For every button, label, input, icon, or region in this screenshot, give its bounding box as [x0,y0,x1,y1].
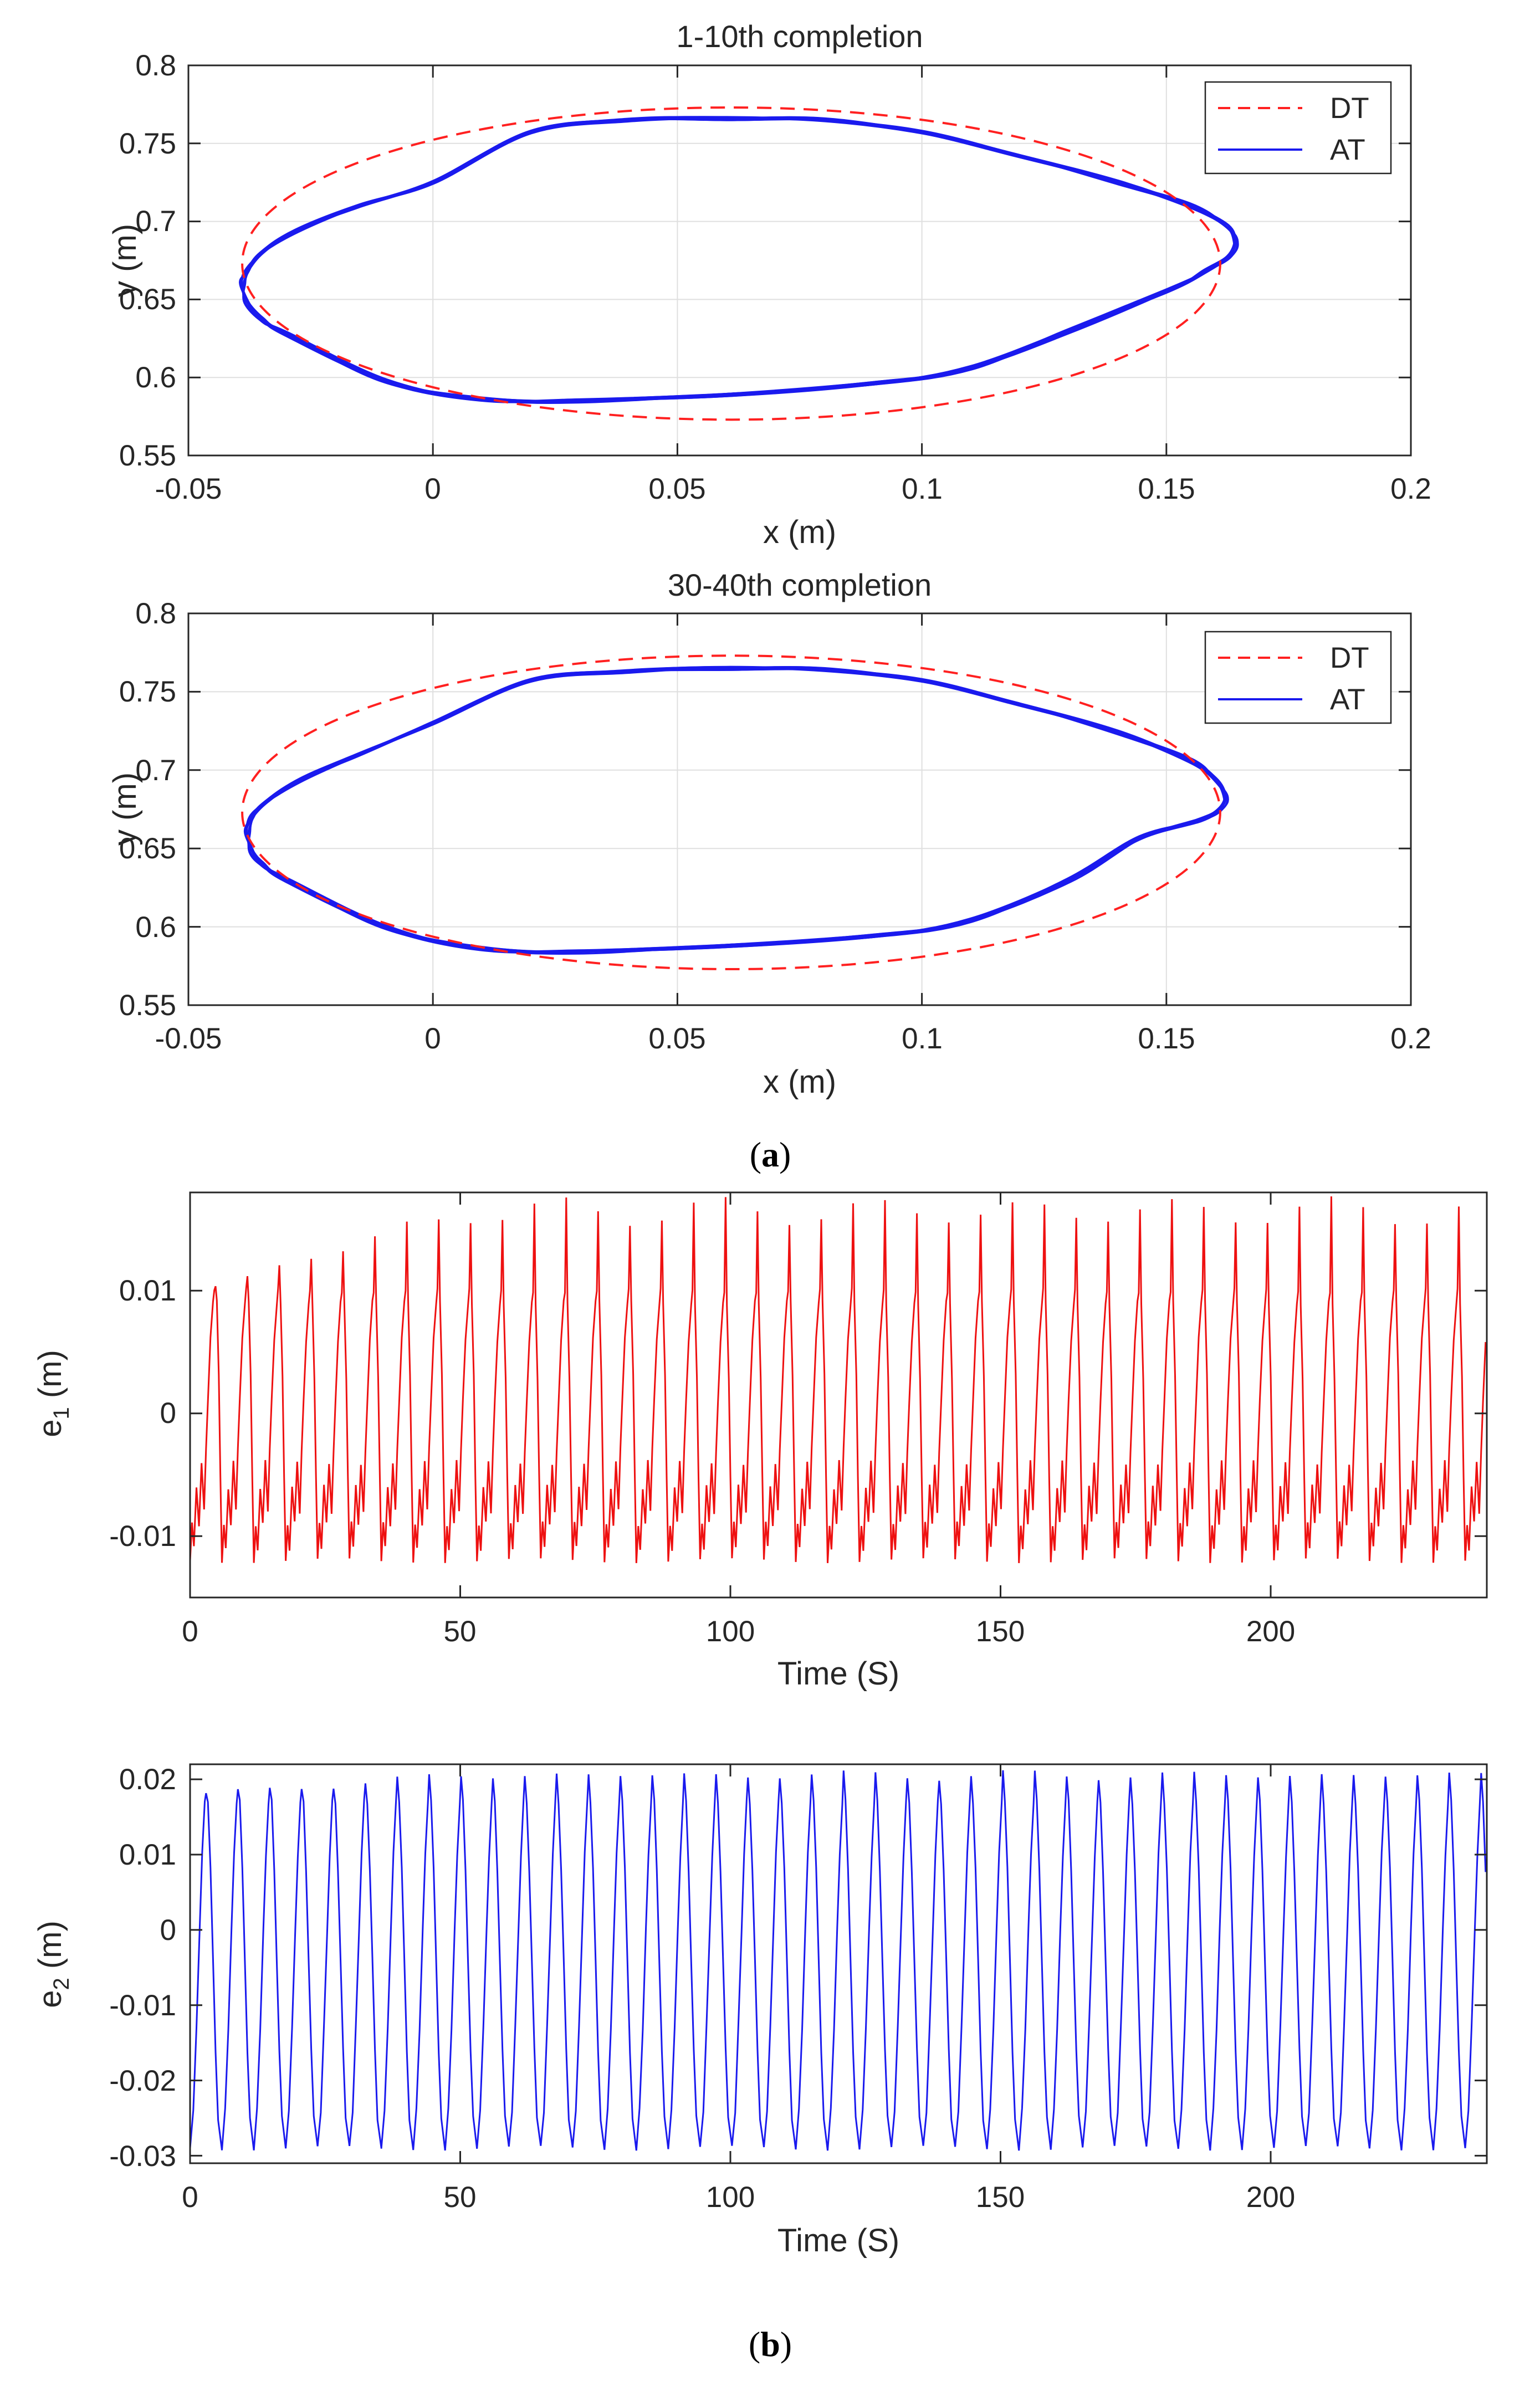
y-axis-label: e1 (m) [32,1350,74,1437]
xtick-label: 0.1 [902,1022,943,1055]
xtick-label: 0.15 [1138,1022,1195,1055]
y-axis-label-subscript: 2 [49,1978,74,1990]
xtick-label: 0.1 [902,473,943,505]
xtick-label: 0.05 [648,473,705,505]
chart-traj2: 30-40th completion -0.05 0 0.05 0.1 0.15… [107,567,1431,1100]
y-axis-label: y (m) [107,224,143,297]
legend-at-label: AT [1330,134,1365,166]
chart-e2: 0 50 100 150 200 -0.03 -0.02 -0.01 0 0.0… [32,1763,1488,2259]
xtick-label: 150 [976,2181,1025,2214]
y-axis-label-unit: (m) [32,1921,68,1978]
xtick-label: 0.05 [648,1022,705,1055]
x-axis-label: Time (S) [777,2223,899,2259]
xtick-label: 0 [182,1615,198,1648]
x-axis-label: Time (S) [777,1656,899,1692]
xtick-label: 100 [706,1615,755,1648]
xtick-label: -0.05 [155,1022,222,1055]
chart-e1: 0 50 100 150 200 -0.01 0 0.01 Time (S) e… [32,1191,1488,1692]
ytick-label: -0.01 [109,1989,176,2022]
xtick-label: 0.2 [1390,473,1431,505]
tick-marks [187,64,1412,457]
legend-at-label: AT [1330,683,1365,716]
ytick-label: -0.03 [109,2140,176,2173]
legend: DT AT [1204,81,1392,175]
series-e1-line [190,1196,1487,1563]
x-axis-label: x (m) [763,1064,836,1100]
x-axis-label: x (m) [763,514,836,550]
panel-label-a-letter: a [761,1135,779,1174]
ytick-label: 0 [160,1914,176,1947]
ytick-label: 0.65 [119,832,176,865]
ytick-label: 0.8 [135,597,176,630]
chart-title: 30-40th completion [668,567,932,602]
ytick-label: -0.02 [109,2065,176,2097]
plot-frame [189,1763,1488,2164]
legend-dt-label: DT [1330,642,1369,674]
xtick-label: 0 [424,473,441,505]
plot-frame [189,1191,1488,1599]
xtick-label: 0.15 [1138,473,1195,505]
y-axis-label: y (m) [107,772,143,846]
ytick-label: 0.75 [119,127,176,160]
panel-label-a: (a) [750,1135,791,1174]
y-axis-label-base: e [32,1990,68,2008]
ytick-label: 0.01 [119,1839,176,1871]
y-axis-label-unit: (m) [32,1350,68,1407]
ytick-label: 0.7 [135,205,176,238]
panel-label-b: (b) [749,2324,792,2364]
series-dt-trajectory [241,106,1221,421]
ytick-label: 0 [160,1397,176,1430]
legend: DT AT [1204,631,1392,724]
tick-marks [187,612,1412,1006]
ytick-label: 0.75 [119,675,176,708]
xtick-label: 100 [706,2181,755,2214]
y-axis-label-subscript: 1 [49,1407,74,1419]
xtick-label: 0 [182,2181,198,2214]
xtick-label: -0.05 [155,473,222,505]
legend-box [1204,631,1392,724]
legend-dt-label: DT [1330,92,1369,125]
xtick-label: 200 [1246,2181,1295,2214]
chart-traj1: 1-10th completion -0.05 0 0.05 0.1 0.15 … [107,19,1431,550]
ytick-label: 0.55 [119,989,176,1022]
tick-marks [189,1192,1487,1597]
xtick-label: 50 [444,2181,477,2214]
ytick-label: 0.6 [135,361,176,394]
xtick-label: 50 [444,1615,477,1648]
y-axis-label-base: e [32,1420,68,1437]
ytick-label: 0.55 [119,439,176,472]
ytick-label: 0.65 [119,283,176,316]
ytick-label: -0.01 [109,1520,176,1553]
plot-frame [187,612,1412,1006]
y-axis-label: e2 (m) [32,1921,74,2008]
ytick-label: 0.01 [119,1274,176,1307]
ytick-label: 0.8 [135,49,176,82]
series-dt-trajectory [241,654,1221,971]
chart-title: 1-10th completion [676,19,923,54]
ytick-label: 0.7 [135,754,176,787]
legend-box [1204,81,1392,175]
xtick-label: 0 [424,1022,441,1055]
xtick-label: 200 [1246,1615,1295,1648]
plot-area [190,1764,1487,2163]
xtick-label: 150 [976,1615,1025,1648]
xtick-label: 0.2 [1390,1022,1431,1055]
ytick-label: 0.6 [135,911,176,944]
ytick-label: 0.02 [119,1763,176,1796]
series-e2-line [190,1770,1487,2151]
tick-marks [189,1764,1487,2163]
plot-frame [187,64,1412,457]
panel-label-b-letter: b [760,2324,780,2364]
